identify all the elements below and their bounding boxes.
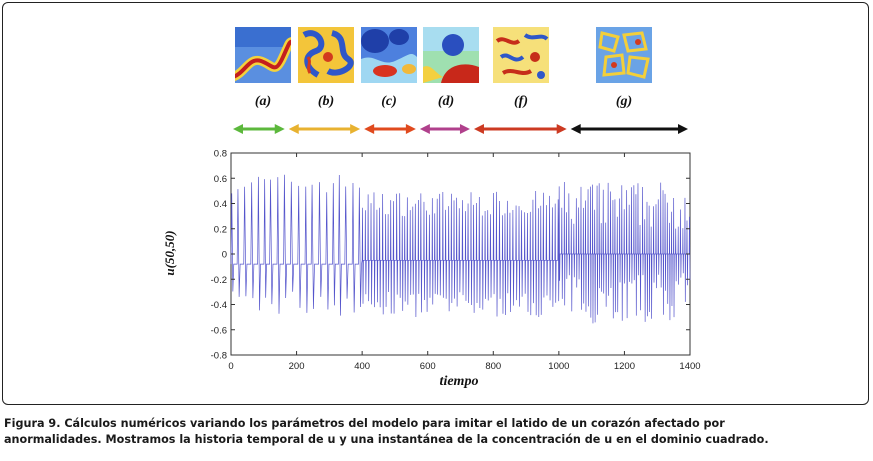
phase-arrow-5 [473,124,567,134]
snapshot-g-image [596,27,652,83]
y-axis-label: u(50,50) [162,230,177,276]
phase-arrow-3 [364,124,416,134]
x-tick-label: 200 [289,361,305,372]
series-line-u [230,174,691,324]
snapshot-d-label: (d) [437,94,455,109]
x-tick-label: 0 [228,361,233,372]
x-tick-label: 400 [354,361,370,372]
caption-line-2: anormalidades. Mostramos la historia tem… [4,433,769,446]
y-tick-label: 0.4 [214,199,227,210]
y-tick-label: 0.6 [214,174,227,185]
phase-arrow-6 [570,124,688,134]
x-tick-label: 1000 [548,361,569,372]
x-axis-label: tiempo [439,374,479,389]
time-series-chart: 0 200 400 600 800 1000 1200 1400 -0.8 -0.6 -0.4 -0.… [211,149,701,373]
snapshot-c-image [361,27,417,83]
figure-caption: Figura 9. Cálculos numéricos variando lo… [4,416,868,448]
snapshot-a-label: (a) [254,94,272,109]
figure-frame [2,2,869,405]
x-tick-label: 1400 [679,361,700,372]
y-tick-label: -0.6 [211,325,227,336]
snapshot-g-label: (g) [615,94,633,109]
caption-line-1: Figura 9. Cálculos numéricos variando lo… [4,417,725,430]
y-tick-label: 0.8 [214,149,227,160]
y-tick-label: -0.8 [211,351,227,362]
snapshot-c-label: (c) [381,94,397,109]
snapshot-b-label: (b) [317,94,335,109]
y-tick-label: -0.2 [211,275,227,286]
phase-arrow-1 [233,124,285,134]
snapshot-a-image [235,27,291,83]
x-tick-label: 1200 [614,361,635,372]
snapshot-d-image [423,27,479,83]
x-tick-label: 800 [485,361,501,372]
phase-arrow-2 [288,124,361,134]
y-tick-label: 0.2 [214,224,227,235]
x-tick-label: 600 [420,361,436,372]
snapshot-b-image [298,27,354,83]
phase-arrows [233,124,688,134]
snapshot-f-image [493,27,549,83]
phase-arrow-4 [419,124,470,134]
y-tick-label: 0 [222,250,227,261]
snapshot-f-label: (f) [514,94,528,109]
y-tick-label: -0.4 [211,300,227,311]
